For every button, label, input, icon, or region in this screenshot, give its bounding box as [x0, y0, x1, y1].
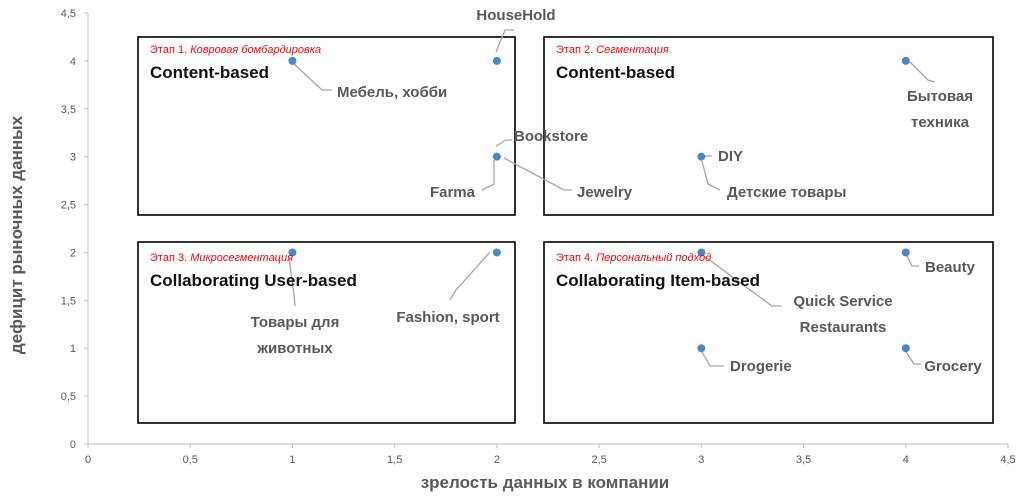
- point-label: Grocery: [924, 358, 982, 375]
- leader-line: [495, 29, 514, 53]
- y-tick-label: 1,5: [61, 295, 76, 307]
- point-label: Restaurants: [800, 319, 887, 336]
- point-labels: Мебель, хобби HouseHold Bookstore Farma Jewe…: [251, 7, 983, 375]
- x-tick-label: 2: [494, 454, 500, 466]
- leader-line: [904, 251, 919, 267]
- data-point: [492, 152, 501, 161]
- x-tick-label: 4,5: [1000, 454, 1015, 466]
- x-tick-label: 3: [698, 454, 704, 466]
- leader-line: [909, 61, 936, 83]
- quadrant-box-1: [137, 36, 516, 216]
- leader-line: [503, 157, 572, 191]
- point-label: Beauty: [925, 259, 976, 276]
- data-point: [288, 248, 297, 257]
- point-label: Детские товары: [727, 184, 846, 201]
- quadrant-box-2: [543, 36, 994, 216]
- x-tick-label: 3,5: [796, 454, 811, 466]
- y-tick-label: 0: [70, 439, 76, 451]
- data-point: [697, 248, 706, 257]
- point-label: Quick Service: [793, 293, 892, 310]
- leader-line: [449, 251, 491, 301]
- quadrant-box-3: [137, 241, 516, 424]
- point-label: HouseHold: [476, 7, 555, 24]
- y-tick-label: 3: [70, 152, 76, 164]
- point-label: техника: [911, 114, 970, 131]
- data-point: [901, 344, 910, 353]
- stage-3-caption: Этап 3. Микросегментация: [150, 252, 293, 264]
- stage-2-method: Content-based: [556, 63, 675, 82]
- data-point: [288, 56, 297, 65]
- x-tick-label: 1,5: [387, 454, 402, 466]
- axes: 0 0,5 1 1,5 2 2,5 3 3,5 4 4,5 0 0,5 1 1,5 2 2,5 3 3,5 4 4,5: [61, 8, 1016, 466]
- leader-lines: [288, 29, 936, 367]
- y-tick-label: 4: [70, 56, 76, 68]
- data-point: [901, 56, 910, 65]
- point-label: DIY: [718, 148, 743, 165]
- point-label: Мебель, хобби: [337, 84, 447, 101]
- leader-line: [905, 351, 921, 365]
- x-axis-title: зрелость данных в компании: [421, 473, 670, 492]
- stage-1-caption: Этап 1. Ковровая бомбардировка: [150, 44, 321, 56]
- quadrant-boxes: [137, 36, 994, 424]
- leader-line: [291, 61, 332, 91]
- data-point: [492, 56, 501, 65]
- x-tick-label: 1: [289, 454, 295, 466]
- y-tick-label: 2,5: [61, 200, 76, 212]
- stage-4-caption: Этап 4. Персональный подход: [556, 252, 711, 264]
- stage-2-caption: Этап 2. Сегментация: [556, 44, 669, 56]
- x-tick-label: 0: [85, 454, 91, 466]
- leader-line: [288, 257, 296, 307]
- y-tick-label: 4,5: [61, 8, 76, 20]
- point-label: Farma: [430, 184, 476, 201]
- point-label: Fashion, sport: [396, 309, 499, 326]
- x-tick-label: 2,5: [591, 454, 606, 466]
- y-tick-label: 1: [70, 343, 76, 355]
- quadrant-box-4: [543, 241, 994, 424]
- y-axis-title: дефицит рыночных данных: [7, 115, 26, 354]
- data-point: [697, 344, 706, 353]
- leader-line: [703, 255, 782, 307]
- leader-line: [700, 349, 724, 367]
- stage-4-method: Collaborating Item-based: [556, 271, 760, 290]
- stage-3-method: Collaborating User-based: [150, 271, 357, 290]
- data-points: [288, 56, 910, 353]
- y-tick-label: 2: [70, 247, 76, 259]
- point-label: Drogerie: [730, 358, 792, 375]
- leader-line: [701, 160, 721, 191]
- point-label: животных: [256, 340, 333, 357]
- stage-1-method: Content-based: [150, 63, 269, 82]
- point-label: Jewelry: [577, 184, 633, 201]
- data-point: [492, 248, 501, 257]
- leader-line: [481, 160, 495, 191]
- data-point: [901, 248, 910, 257]
- point-label: Товары для: [251, 314, 340, 331]
- x-tick-label: 0,5: [183, 454, 198, 466]
- point-label: Бытовая: [907, 88, 973, 105]
- point-label: Bookstore: [514, 128, 588, 145]
- data-point: [697, 152, 706, 161]
- y-tick-label: 3,5: [61, 104, 76, 116]
- x-tick-label: 4: [903, 454, 909, 466]
- leader-line: [495, 139, 512, 147]
- y-tick-label: 0,5: [61, 391, 76, 403]
